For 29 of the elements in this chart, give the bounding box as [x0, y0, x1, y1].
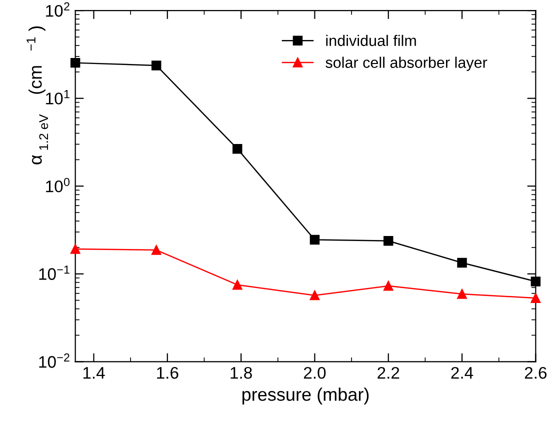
point: [530, 293, 541, 303]
point: [70, 58, 80, 68]
y-tick-label: 10$^{−1}$: [39, 266, 70, 280]
point: [384, 236, 394, 246]
point: [530, 276, 541, 286]
x-tick-label: 1.8: [230, 366, 252, 379]
legend-label: solar cell absorber layer: [326, 56, 488, 71]
y-tick-label: 10$^{1}$: [46, 90, 70, 104]
x-tick-label: 1.6: [157, 366, 178, 379]
point: [457, 258, 467, 268]
y-tick-label: 10$^{0}$: [46, 178, 70, 192]
point: [151, 60, 162, 70]
point: [384, 281, 394, 291]
y-tick-label: 10$^{2}$: [46, 2, 70, 17]
point: [310, 290, 320, 300]
x-tick-label: 1.4: [83, 367, 105, 379]
x-tick-label: 2.6: [524, 366, 547, 379]
x-tick-label: 2.4: [451, 366, 474, 379]
point: [232, 280, 242, 290]
point: [232, 144, 242, 154]
point: [70, 244, 80, 254]
x-tick-label: 2.0: [304, 366, 326, 379]
x-tick-label: 2.2: [378, 366, 400, 379]
x-axis-title: pressure (mbar): [242, 388, 369, 404]
point: [310, 234, 320, 245]
point: [457, 289, 467, 299]
y-tick-label: 10$^{−2}$: [39, 353, 70, 368]
legend-label: individual film: [326, 34, 416, 46]
point: [151, 245, 162, 255]
